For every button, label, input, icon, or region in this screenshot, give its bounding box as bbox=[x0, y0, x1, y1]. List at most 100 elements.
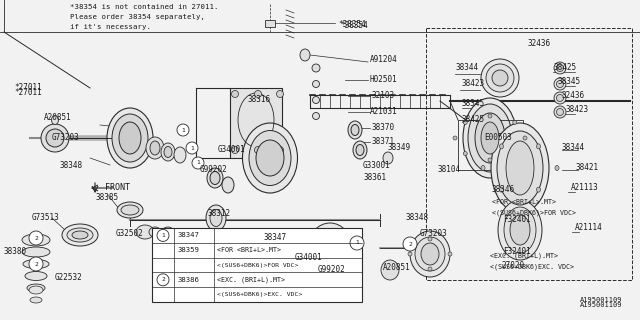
Ellipse shape bbox=[328, 262, 332, 266]
Ellipse shape bbox=[207, 168, 223, 188]
Ellipse shape bbox=[475, 113, 505, 163]
Ellipse shape bbox=[499, 144, 504, 149]
Ellipse shape bbox=[121, 205, 139, 215]
Text: *27011: *27011 bbox=[14, 84, 42, 92]
Ellipse shape bbox=[428, 267, 432, 271]
Ellipse shape bbox=[164, 147, 172, 157]
Text: A20851: A20851 bbox=[383, 263, 411, 273]
Ellipse shape bbox=[506, 141, 534, 195]
Ellipse shape bbox=[149, 227, 161, 237]
Ellipse shape bbox=[249, 131, 291, 186]
Ellipse shape bbox=[232, 147, 239, 154]
Ellipse shape bbox=[222, 177, 234, 193]
Text: F32401: F32401 bbox=[503, 215, 531, 225]
Text: 38104: 38104 bbox=[438, 165, 461, 174]
Text: G73203: G73203 bbox=[52, 133, 80, 142]
Ellipse shape bbox=[210, 172, 220, 185]
Text: FRONT: FRONT bbox=[105, 183, 130, 193]
Text: <(SUS6+DBK6)>FOR VDC>: <(SUS6+DBK6)>FOR VDC> bbox=[217, 262, 298, 268]
Ellipse shape bbox=[510, 215, 530, 245]
Text: 1: 1 bbox=[190, 146, 194, 150]
Ellipse shape bbox=[486, 64, 514, 92]
Ellipse shape bbox=[30, 297, 42, 303]
Ellipse shape bbox=[492, 70, 508, 86]
Circle shape bbox=[350, 236, 364, 250]
Ellipse shape bbox=[536, 187, 541, 192]
Ellipse shape bbox=[415, 237, 445, 271]
Ellipse shape bbox=[557, 108, 563, 116]
Text: if it's necessary.: if it's necessary. bbox=[70, 24, 151, 30]
Ellipse shape bbox=[557, 65, 563, 71]
Ellipse shape bbox=[255, 91, 262, 98]
Ellipse shape bbox=[554, 106, 566, 118]
Text: <(SUS6+DBK6)>FOR VDC>: <(SUS6+DBK6)>FOR VDC> bbox=[492, 210, 576, 216]
Ellipse shape bbox=[353, 141, 367, 159]
Ellipse shape bbox=[463, 120, 467, 124]
Text: G32502: G32502 bbox=[116, 228, 144, 237]
Ellipse shape bbox=[300, 49, 310, 61]
Ellipse shape bbox=[421, 243, 439, 265]
Text: 2: 2 bbox=[34, 236, 38, 241]
Ellipse shape bbox=[276, 91, 284, 98]
Ellipse shape bbox=[554, 62, 566, 74]
Ellipse shape bbox=[62, 224, 98, 246]
Circle shape bbox=[186, 142, 198, 154]
Ellipse shape bbox=[162, 227, 174, 237]
Ellipse shape bbox=[499, 187, 504, 192]
Ellipse shape bbox=[555, 165, 559, 171]
Ellipse shape bbox=[146, 137, 164, 159]
Text: F32401: F32401 bbox=[503, 247, 531, 257]
Ellipse shape bbox=[348, 121, 362, 139]
Text: 38348: 38348 bbox=[405, 213, 428, 222]
Text: G99202: G99202 bbox=[200, 165, 228, 174]
Circle shape bbox=[29, 257, 43, 271]
Ellipse shape bbox=[356, 145, 364, 156]
Ellipse shape bbox=[51, 116, 58, 124]
Ellipse shape bbox=[468, 104, 512, 172]
Circle shape bbox=[157, 274, 169, 286]
Circle shape bbox=[29, 231, 43, 245]
Ellipse shape bbox=[504, 207, 536, 253]
Text: 38425: 38425 bbox=[462, 116, 485, 124]
Ellipse shape bbox=[536, 144, 541, 149]
Ellipse shape bbox=[463, 152, 467, 156]
Text: E00503: E00503 bbox=[484, 133, 512, 142]
Text: 38345: 38345 bbox=[558, 77, 581, 86]
Ellipse shape bbox=[112, 114, 148, 162]
Bar bbox=[426, 28, 632, 280]
Bar bbox=[458, 120, 523, 170]
Text: 1: 1 bbox=[355, 241, 359, 245]
Ellipse shape bbox=[557, 94, 563, 101]
Ellipse shape bbox=[498, 200, 542, 260]
Ellipse shape bbox=[312, 97, 319, 103]
Ellipse shape bbox=[72, 231, 88, 239]
Text: 38380: 38380 bbox=[4, 247, 27, 257]
Text: 1: 1 bbox=[181, 127, 185, 132]
Text: G34001: G34001 bbox=[295, 252, 323, 261]
Text: *38354: *38354 bbox=[338, 20, 365, 29]
Ellipse shape bbox=[150, 141, 160, 155]
Ellipse shape bbox=[232, 91, 239, 98]
Ellipse shape bbox=[22, 234, 50, 246]
Ellipse shape bbox=[491, 123, 549, 213]
Ellipse shape bbox=[41, 124, 69, 152]
Text: A91204: A91204 bbox=[370, 55, 397, 65]
Ellipse shape bbox=[276, 147, 284, 154]
Text: 38346: 38346 bbox=[492, 186, 515, 195]
Ellipse shape bbox=[314, 229, 346, 267]
Text: 32436: 32436 bbox=[527, 39, 550, 49]
Ellipse shape bbox=[206, 205, 226, 231]
Ellipse shape bbox=[523, 136, 527, 140]
Text: 38347: 38347 bbox=[177, 232, 199, 238]
Ellipse shape bbox=[29, 286, 43, 294]
Ellipse shape bbox=[243, 123, 298, 193]
Text: A20851: A20851 bbox=[44, 114, 72, 123]
Text: 38349: 38349 bbox=[388, 143, 411, 153]
Bar bbox=[265, 20, 275, 27]
Circle shape bbox=[192, 157, 204, 169]
Text: 38370: 38370 bbox=[372, 124, 395, 132]
Ellipse shape bbox=[497, 131, 543, 205]
Text: H02501: H02501 bbox=[370, 76, 397, 84]
Text: G34001: G34001 bbox=[218, 146, 246, 155]
Ellipse shape bbox=[320, 236, 340, 260]
